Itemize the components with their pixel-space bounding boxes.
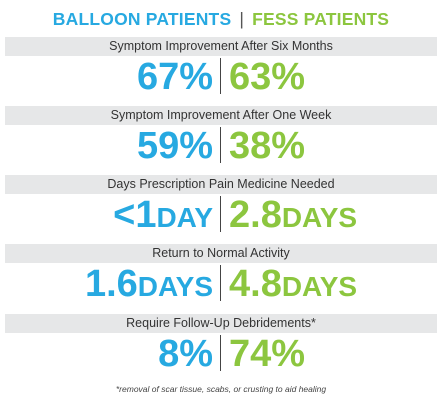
balloon-legend-label: BALLOON PATIENTS [52,9,232,29]
balloon-value: 8% [158,333,213,375]
fess-value: 63% [229,56,306,98]
footnote: *removal of scar tissue, scabs, or crust… [115,384,327,394]
metric-values: 59% 38% [0,123,442,169]
metric-label: Return to Normal Activity [152,246,290,260]
value-divider [220,265,221,301]
label-band [5,314,437,333]
label-band [5,37,437,56]
metric-values: 1.6DAYS 4.8DAYS [0,261,442,307]
metric-label: Require Follow-Up Debridements* [126,316,316,330]
balloon-value: 59% [136,125,213,167]
metric-values: 67% 63% [0,54,442,100]
metric-values: <1DAY 2.8DAYS [0,192,442,238]
metric-label: Symptom Improvement After Six Months [109,39,333,53]
balloon-value: 1.6DAYS [84,263,213,305]
fess-value: 74% [229,333,306,375]
value-divider [220,127,221,163]
metric-values: 8% 74% [0,331,442,377]
balloon-value: 67% [136,56,213,98]
label-band [5,244,437,263]
fess-value: 2.8DAYS [229,194,358,236]
value-divider [220,335,221,371]
metric-label: Days Prescription Pain Medicine Needed [107,177,335,191]
fess-legend-label: FESS PATIENTS [252,9,390,29]
value-divider [220,58,221,94]
balloon-value: <1DAY [113,194,213,236]
fess-value: 4.8DAYS [229,263,358,305]
header-separator: | [239,9,245,29]
value-divider [220,196,221,232]
chart-header: BALLOON PATIENTS | FESS PATIENTS [0,9,442,30]
label-band [5,175,437,194]
fess-value: 38% [229,125,306,167]
metric-label: Symptom Improvement After One Week [110,108,332,122]
label-band [5,106,437,125]
